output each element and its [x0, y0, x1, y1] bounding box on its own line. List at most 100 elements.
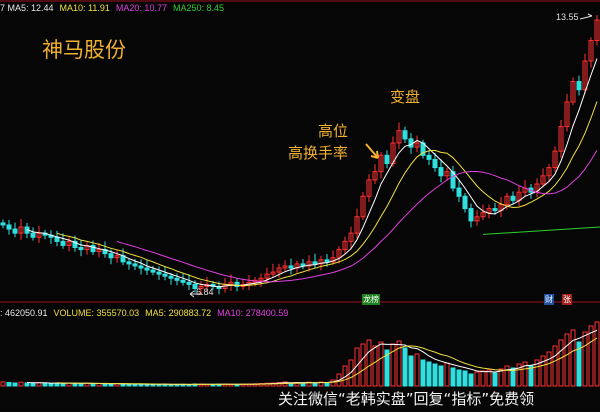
volume-bar	[78, 383, 84, 387]
candle-body	[558, 126, 564, 152]
volume-bar	[48, 383, 54, 387]
volume-bar	[108, 383, 114, 387]
volume-bar	[366, 339, 372, 387]
volume-bar	[588, 325, 594, 387]
volume-bar	[18, 381, 24, 387]
watermark: 关注微信“老韩实盘”回复“指标”免费领	[278, 390, 535, 408]
volume-ma5-label: MA5: 290883.72	[145, 308, 212, 318]
candle-body	[156, 271, 162, 275]
candle-body	[174, 277, 180, 281]
low-price-label: 6.84	[196, 287, 214, 297]
candle-body	[336, 249, 342, 259]
volume-bar	[60, 382, 66, 387]
high-price-label: 13.55	[556, 12, 579, 22]
volume-bar	[570, 329, 576, 387]
zhang-badge[interactable]: 张	[562, 294, 572, 305]
candle-body	[378, 154, 384, 173]
candle-body	[18, 226, 24, 234]
volume-bar	[438, 365, 444, 387]
candle-body	[138, 265, 144, 269]
volume-bar	[480, 370, 486, 387]
ma10-label: MA10: 11.91	[59, 3, 110, 13]
candle-body	[486, 208, 492, 214]
candle-body	[450, 171, 456, 189]
candle-body	[366, 179, 372, 197]
high-turnover-annotation: 高换手率	[288, 145, 349, 162]
volume-bar	[330, 379, 336, 387]
volume-bar	[528, 365, 534, 387]
volume-bar	[582, 331, 588, 387]
volume-bar	[396, 340, 402, 387]
volume-bar	[498, 368, 504, 387]
candle-body	[540, 175, 546, 185]
candle-body	[258, 277, 264, 281]
volume-bar	[468, 373, 474, 387]
candle-body	[570, 81, 576, 103]
volume-bar	[90, 383, 96, 387]
candle-body	[456, 187, 462, 197]
candle-body	[324, 259, 330, 263]
candle-body	[480, 212, 486, 218]
low-arrow-icon	[189, 290, 202, 298]
candle-body	[462, 195, 468, 210]
high-annotation: 高位	[318, 123, 349, 140]
candle-body	[132, 263, 138, 267]
candle-body	[564, 101, 570, 128]
volume-bar	[30, 382, 36, 387]
candle-body	[396, 130, 402, 144]
candle-body	[108, 253, 114, 259]
candle-body	[72, 240, 78, 249]
volume-bar	[420, 359, 426, 387]
volume-bar	[462, 370, 468, 387]
dragon-badge[interactable]: 龙榜	[362, 294, 380, 305]
ma250-line	[482, 226, 600, 235]
candle-body	[408, 138, 414, 148]
volume-bar	[564, 333, 570, 387]
candle-body	[312, 261, 318, 265]
candle-body	[372, 171, 378, 181]
candle-body	[492, 208, 498, 212]
candle-body	[510, 195, 516, 201]
candle-body	[276, 267, 282, 273]
finance-badge[interactable]: 财	[544, 294, 554, 305]
candle-body	[576, 81, 582, 91]
candle-body	[144, 267, 150, 271]
candle-body	[402, 130, 408, 140]
volume-bar	[426, 361, 432, 387]
volume-bar	[552, 345, 558, 387]
candle-body	[438, 167, 444, 177]
ma20-line	[116, 150, 598, 283]
candle-body	[96, 249, 102, 253]
volume-bar	[408, 355, 414, 387]
candle-body	[552, 150, 558, 169]
candle-body	[192, 283, 198, 289]
candle-body	[126, 261, 132, 265]
volume-bar	[432, 363, 438, 387]
volume-bar	[450, 367, 456, 387]
candle-body	[150, 269, 156, 273]
volume-bar	[474, 371, 480, 387]
candle-body	[582, 60, 588, 91]
candle-body	[288, 265, 294, 269]
volume-bar	[504, 365, 510, 387]
candle-body	[504, 195, 510, 205]
candle-body	[342, 240, 348, 251]
candle-body	[60, 240, 66, 246]
stock-name: 神马股份	[42, 39, 126, 62]
volume-ma10-label: MA10: 278400.59	[217, 308, 289, 318]
volume-bar	[24, 382, 30, 387]
volume-prefix: : 462050.91	[0, 308, 48, 318]
ma5-line	[26, 58, 598, 288]
volume-bar	[540, 355, 546, 387]
volume-ma10-line	[56, 337, 598, 385]
candle-body	[66, 240, 72, 246]
volume-bar	[492, 372, 498, 387]
volume-bar	[6, 382, 12, 387]
volume-bar	[546, 351, 552, 387]
candle-body	[426, 154, 432, 160]
candle-body	[348, 232, 354, 242]
volume-bar	[402, 347, 408, 387]
candle-body	[90, 244, 96, 253]
candle-body	[414, 142, 420, 148]
volume-bar	[42, 382, 48, 387]
